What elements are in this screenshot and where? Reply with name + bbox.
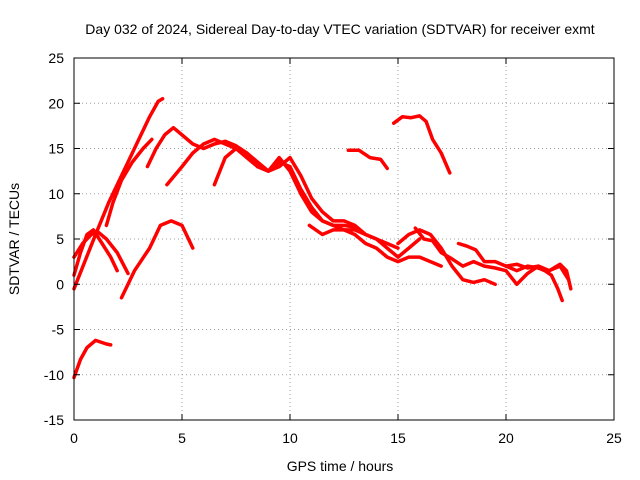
series-track-6 — [119, 219, 195, 300]
y-tick-label: 5 — [56, 231, 64, 247]
series-track-4 — [72, 338, 113, 380]
y-tick-label: 15 — [48, 141, 64, 157]
series-track-11 — [346, 148, 389, 171]
series-track-3 — [72, 228, 119, 277]
series-track-17 — [536, 266, 564, 303]
series-track-1 — [72, 96, 165, 291]
series-track-14 — [413, 226, 571, 287]
tick-labels: 0 5 10 15 20 25 25 20 15 10 5 0 -5 -10 -15 — [44, 50, 622, 446]
y-tick-label: 0 — [56, 276, 64, 292]
y-tick-label: 10 — [48, 186, 64, 202]
x-tick-label: 20 — [498, 430, 514, 446]
y-tick-label: -15 — [44, 412, 64, 428]
x-tick-label: 0 — [70, 430, 78, 446]
y-tick-label: 25 — [48, 50, 64, 66]
y-tick-label: 20 — [48, 95, 64, 111]
series-track-10 — [307, 223, 443, 268]
y-tick-label: -10 — [44, 367, 64, 383]
chart-title: Day 032 of 2024, Sidereal Day-to-day VTE… — [85, 21, 594, 37]
series-track-5 — [104, 137, 154, 228]
x-tick-label: 5 — [178, 430, 186, 446]
x-tick-label: 15 — [390, 430, 406, 446]
y-axis-label: SDTVAR / TECUs — [6, 183, 22, 295]
x-axis-label: GPS time / hours — [287, 458, 394, 474]
ticks — [73, 57, 615, 421]
series-track-9 — [212, 146, 422, 259]
series-group — [72, 96, 573, 380]
series-track-12 — [391, 114, 452, 175]
y-tick-label: -5 — [52, 322, 65, 338]
x-tick-label: 10 — [282, 430, 298, 446]
x-tick-label: 25 — [606, 430, 622, 446]
